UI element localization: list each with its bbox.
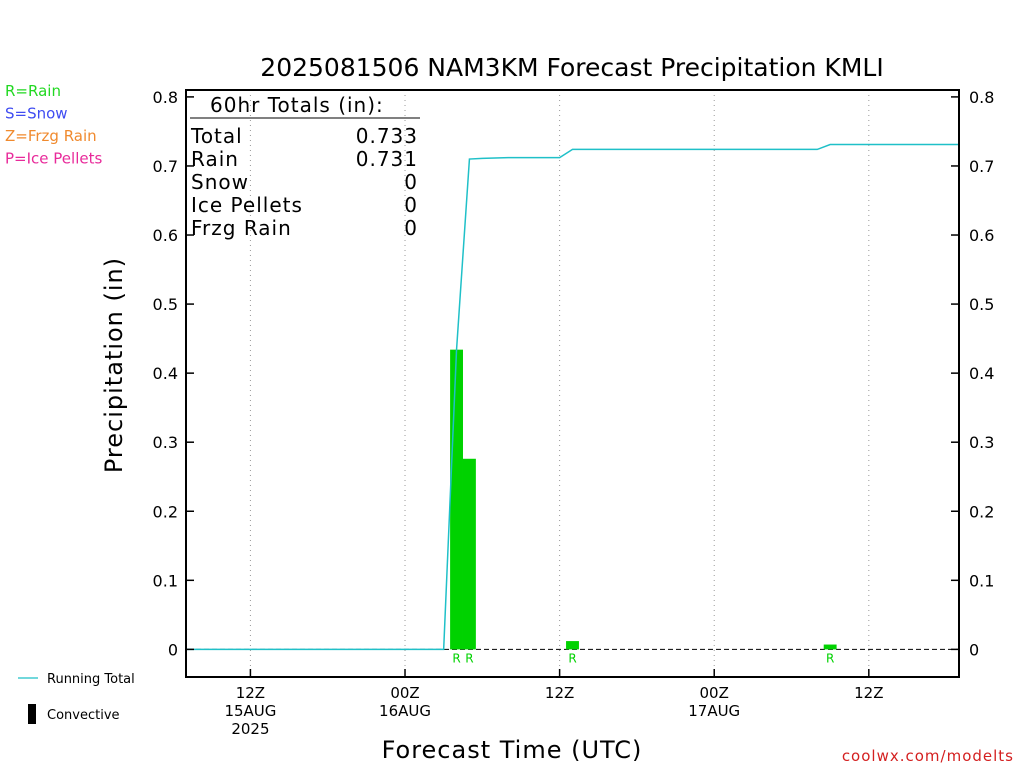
y-tick-label: 0.7	[153, 157, 178, 176]
precip-bar	[566, 641, 579, 650]
y-tick-label: 0.4	[153, 364, 178, 383]
y-tick-label: 0.5	[153, 295, 178, 314]
y-tick-label: 0.6	[969, 226, 994, 245]
chart-title: 2025081506 NAM3KM Forecast Precipitation…	[260, 53, 883, 82]
precip-type-legend-item: S=Snow	[5, 105, 68, 123]
y-tick-label: 0	[168, 640, 178, 659]
y-tick-label: 0.6	[153, 226, 178, 245]
x-tick-label: 12Z	[236, 684, 265, 702]
precip-type-legend-item: P=Ice Pellets	[5, 150, 102, 168]
totals-row-value: 0.731	[356, 147, 418, 171]
totals-row-label: Total	[190, 124, 243, 148]
x-tick-label: 15AUG	[224, 702, 276, 720]
legend-entry-label: Running Total	[47, 672, 135, 687]
totals-row-label: Frzg Rain	[191, 216, 292, 240]
precip-bars	[450, 349, 837, 650]
precip-bar	[462, 458, 476, 650]
legend-entry-label: Convective	[47, 708, 120, 723]
totals-box: 60hr Totals (in): Total 0.733 Rain 0.731 Snow…	[190, 93, 420, 240]
y-tick-label: 0.3	[153, 433, 178, 452]
y-tick-label: 0.8	[153, 88, 178, 107]
precip-type-legend: R=Rain S=Snow Z=Frzg Rain P=Ice Pellets	[5, 82, 102, 168]
y-tick-label: 0.2	[153, 502, 178, 521]
y-tick-label: 0.1	[153, 571, 178, 590]
totals-row-value: 0.733	[356, 124, 418, 148]
y-tick-label: 0.8	[969, 88, 994, 107]
x-tick-label: 17AUG	[688, 702, 740, 720]
x-tick-label: 00Z	[390, 684, 419, 702]
vertical-grid-lines	[249, 90, 870, 677]
y-axis-right: 0 0.1 0.2 0.3 0.4 0.5 0.6 0.7 0.8	[951, 88, 994, 659]
precip-type-label: R	[826, 651, 834, 665]
credit-text: coolwx.com/modelts	[842, 747, 1014, 765]
x-tick-label: 12Z	[545, 684, 574, 702]
precip-type-legend-item: Z=Frzg Rain	[5, 127, 97, 145]
y-tick-label: 0.7	[969, 157, 994, 176]
totals-header: 60hr Totals (in):	[210, 93, 384, 117]
totals-row-label: Rain	[191, 147, 239, 171]
precip-bar	[823, 644, 837, 650]
y-axis-left: 0 0.1 0.2 0.3 0.4 0.5 0.6 0.7 0.8	[153, 88, 194, 659]
plot-frame	[185, 89, 960, 678]
x-tick-label: 2025	[231, 720, 269, 738]
x-tick-label: 00Z	[700, 684, 729, 702]
x-tick-label: 16AUG	[379, 702, 431, 720]
precip-type-legend-item: R=Rain	[5, 82, 61, 100]
y-tick-label: 0.1	[969, 571, 994, 590]
totals-row-value: 0	[404, 170, 418, 194]
legend-bar-swatch	[28, 704, 36, 724]
totals-row-label: Ice Pellets	[191, 193, 303, 217]
y-tick-label: 0.5	[969, 295, 994, 314]
precip-type-label: R	[465, 651, 473, 665]
y-tick-label: 0.4	[969, 364, 994, 383]
y-tick-label: 0	[969, 640, 979, 659]
y-tick-label: 0.2	[969, 502, 994, 521]
totals-row-value: 0	[404, 216, 418, 240]
precip-type-label: R	[452, 651, 460, 665]
running-total-line	[186, 143, 959, 651]
y-axis-label: Precipitation (in)	[100, 257, 128, 473]
line-legend: Running Total Convective	[18, 672, 135, 724]
totals-row-value: 0	[404, 193, 418, 217]
precip-type-label: R	[568, 651, 576, 665]
x-axis-label: Forecast Time (UTC)	[382, 736, 643, 764]
precip-bar	[450, 349, 463, 650]
y-tick-label: 0.3	[969, 433, 994, 452]
totals-row-label: Snow	[191, 170, 249, 194]
x-tick-label: 12Z	[854, 684, 883, 702]
